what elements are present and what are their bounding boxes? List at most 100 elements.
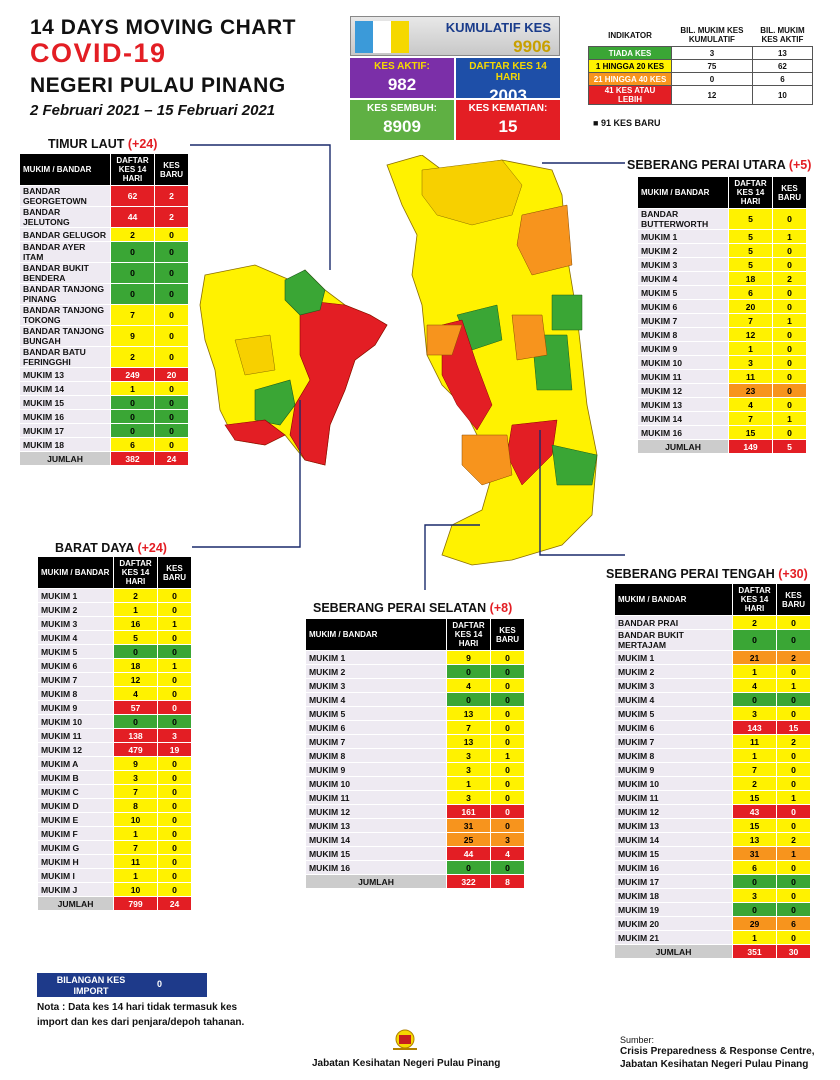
table-row: MUKIM 5 13 0 [305,706,525,721]
table-row: MUKIM 14 13 2 [614,832,811,847]
baru-value: 0 [772,383,807,398]
baru-value: 0 [772,243,807,258]
baru-value: 0 [772,285,807,300]
daftar-value: 18 [113,658,158,673]
mukim-name: MUKIM 13 [637,397,729,412]
aktif-value: 982 [387,75,417,94]
baru-value: 0 [772,208,807,230]
mukim-name: MUKIM 4 [614,692,733,707]
table-row: BANDAR BUKIT BENDERA 0 0 [19,262,189,284]
daftar-value: 143 [732,720,777,735]
total-daftar: 322 [446,874,491,889]
daftar-value: 0 [110,241,155,263]
mukim-name: MUKIM 8 [37,686,114,701]
kumulatif-value: 9906 [513,37,551,56]
baru-value: 0 [154,241,189,263]
source-line-2: Jabatan Kesihatan Negeri Pulau Pinang [620,1059,809,1070]
table-row: BANDAR BUKIT MERTAJAM 0 0 [614,629,811,651]
table-header: MUKIM / BANDAR DAFTAR KES 14 HARI KES BARU [614,583,811,616]
header-mukim: MUKIM / BANDAR [637,176,729,209]
baru-value: 2 [772,271,807,286]
daftar-value: 0 [110,262,155,284]
mukim-name: MUKIM A [37,756,114,771]
table-row: MUKIM 3 16 1 [37,616,192,631]
mukim-name: MUKIM 10 [305,776,447,791]
section-increase: (+24) [137,541,167,555]
baru-value: 0 [154,381,189,396]
daftar-value: 44 [110,206,155,228]
mukim-name: BANDAR BUKIT MERTAJAM [614,629,733,651]
mukim-name: MUKIM 2 [37,602,114,617]
baru-value: 0 [776,748,811,763]
baru-value: 0 [154,262,189,284]
section-name: SEBERANG PERAI UTARA [627,158,786,172]
baru-value: 0 [772,299,807,314]
daftar-value: 1 [110,381,155,396]
indicator-row: 41 KES ATAU LEBIH 12 10 [588,85,814,105]
baru-value: 0 [154,283,189,305]
table-row: BANDAR GEORGETOWN 62 2 [19,185,189,207]
table-row: MUKIM 15 31 1 [614,846,811,861]
total-daftar: 799 [113,896,158,911]
header-baru: KES BARU [157,556,192,589]
sembuh-box: KES SEMBUH: 8909 [350,100,454,140]
section-increase: (+8) [489,601,513,615]
baru-value: 0 [157,882,192,897]
daftar-value: 7 [446,720,491,735]
baru-value: 0 [157,630,192,645]
baru-value: 0 [157,644,192,659]
daftar-value: 0 [446,664,491,679]
daftar-value: 15 [732,790,777,805]
indicator-label: TIADA KES [588,46,672,60]
baru-value: 0 [776,629,811,651]
mukim-name: BANDAR TANJONG BUNGAH [19,325,111,347]
daftar-value: 6 [732,860,777,875]
table-row: MUKIM 17 0 0 [19,423,189,438]
table-row: MUKIM 1 21 2 [614,650,811,665]
total-baru: 24 [154,451,189,466]
daftar-value: 9 [110,325,155,347]
baru-value: 2 [776,734,811,749]
table-row: MUKIM 7 11 2 [614,734,811,749]
new-cases-note: ■ 91 KES BARU [593,118,661,128]
daftar-value: 0 [732,629,777,651]
mukim-name: MUKIM 12 [637,383,729,398]
daftar-value: 7 [110,304,155,326]
mukim-name: MUKIM 20 [614,916,733,931]
indicator-header: BIL. MUKIM KES AKTIF [752,24,813,47]
baru-value: 0 [154,409,189,424]
daftar-value: 0 [732,874,777,889]
daftar-value: 138 [113,728,158,743]
header-daftar: DAFTAR KES 14 HARI [446,618,491,651]
table-header: MUKIM / BANDAR DAFTAR KES 14 HARI KES BARU [19,153,189,186]
sp-tengah-table: MUKIM / BANDAR DAFTAR KES 14 HARI KES BARU… [614,583,811,959]
daftar-value: 2 [110,346,155,368]
baru-value: 0 [776,692,811,707]
total-daftar: 149 [728,439,773,454]
daftar-value: 0 [110,283,155,305]
table-header: MUKIM / BANDAR DAFTAR KES 14 HARI KES BARU [37,556,192,589]
daftar-value: 0 [446,692,491,707]
indicator-header: BIL. MUKIM KES KUMULATIF [671,24,753,47]
baru-value: 6 [776,916,811,931]
baru-value: 0 [776,804,811,819]
mukim-name: MUKIM 5 [305,706,447,721]
baru-value: 0 [490,706,525,721]
table-row: MUKIM 15 0 0 [19,395,189,410]
section-increase: (+30) [778,567,808,581]
indicator-cumulative: 3 [671,46,753,60]
mukim-name: MUKIM 12 [614,804,733,819]
table-row: MUKIM 4 18 2 [637,271,807,286]
mukim-name: MUKIM 21 [614,930,733,945]
table-row: MUKIM 18 3 0 [614,888,811,903]
table-row: MUKIM 14 25 3 [305,832,525,847]
table-row: MUKIM 9 57 0 [37,700,192,715]
